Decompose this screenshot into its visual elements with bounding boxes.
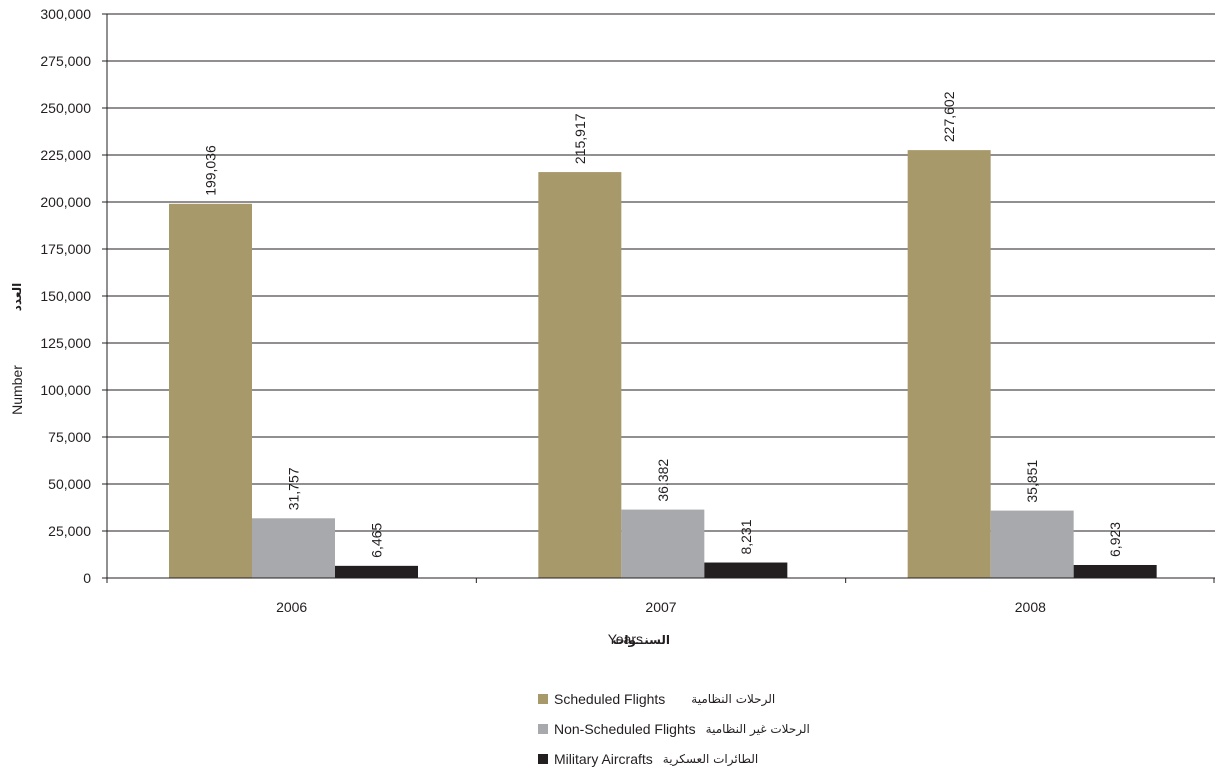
x-axis-title: Years [608,631,643,647]
legend-item-military: Military Aircrafts الطائرات العسكرية [538,744,958,774]
bar [704,562,788,578]
gridlines [107,13,1215,532]
y-tick-label: 50,000 [48,476,91,492]
data-label: 199,036 [203,145,219,196]
y-tick-label: 125,000 [40,335,91,351]
bar [335,565,418,578]
legend-label-military-arabic: الطائرات العسكرية [662,752,759,766]
bar [169,203,252,578]
y-tick-label: 0 [83,570,91,586]
bar [538,172,622,578]
axes: 0 25,000 50,000 75,000 100,000 125,000 150,000… [40,6,1215,615]
bar [907,150,991,578]
bars [169,150,1157,578]
legend-item-non-scheduled: Non-Scheduled Flights الرحلات غير النظام… [538,714,958,744]
data-label: 6,923 [1107,522,1123,557]
x-tick-label: 2007 [645,599,676,615]
bar [252,518,335,578]
legend-swatch-non-scheduled [538,724,548,734]
legend-label-non-scheduled-arabic: الرحلات غير النظامية [705,722,810,736]
y-tick-label: 175,000 [40,241,91,257]
legend-label-military: Military Aircrafts [554,751,653,767]
legend-swatch-military [538,754,548,764]
data-label: 8,231 [738,519,754,554]
bar [990,510,1074,578]
y-axis-title: Number [9,365,25,415]
y-tick-label: 250,000 [40,100,91,116]
data-label: 35,851 [1024,460,1040,503]
y-tick-label: 75,000 [48,429,91,445]
bar [1073,564,1157,578]
legend-swatch-scheduled [538,694,548,704]
data-label: 6,465 [369,523,385,558]
y-tick-label: 25,000 [48,523,91,539]
legend-label-scheduled: Scheduled Flights [554,691,666,707]
x-tick-label: 2008 [1015,599,1046,615]
bar [621,509,705,578]
y-tick-label: 200,000 [40,194,91,210]
legend-item-scheduled: Scheduled Flights الرحلات النظامية [538,684,958,714]
bar-chart: 0 25,000 50,000 75,000 100,000 125,000 150,000… [9,6,1215,648]
y-tick-label: 300,000 [40,6,91,22]
data-label: 215,917 [572,113,588,164]
x-axis-title-arabic: السنــوات [612,633,670,648]
legend: Scheduled Flights الرحلات النظامية Non-S… [538,684,958,774]
y-axis-title-arabic: العدد [10,283,24,311]
y-tick-label: 100,000 [40,382,91,398]
y-tick-label: 150,000 [40,288,91,304]
x-tick-label: 2006 [276,599,307,615]
data-label: 227,602 [941,91,957,142]
data-label: 31,757 [286,467,302,510]
legend-label-scheduled-arabic: الرحلات النظامية [691,692,776,706]
data-labels: 199,036 31,757 6,465 215,917 36,382 8,231 227,… [203,91,1124,558]
data-label: 36,382 [655,459,671,502]
y-tick-label: 225,000 [40,147,91,163]
y-tick-label: 275,000 [40,53,91,69]
legend-label-non-scheduled: Non-Scheduled Flights [554,721,696,737]
